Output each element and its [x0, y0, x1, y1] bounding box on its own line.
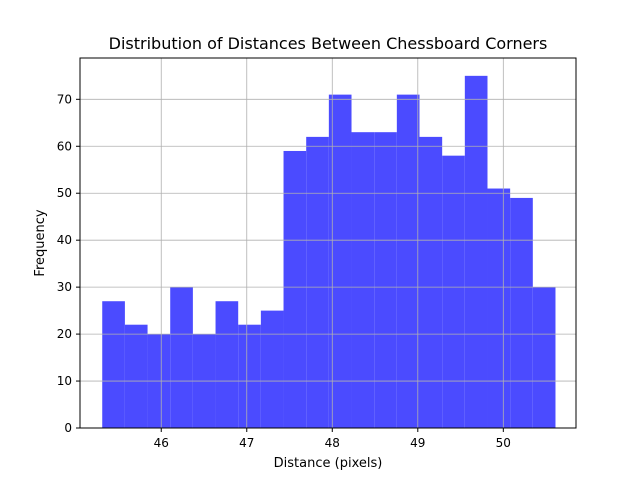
- y-tick-label: 40: [57, 233, 72, 247]
- x-tick-label: 46: [154, 436, 169, 450]
- y-tick-label: 0: [64, 421, 72, 435]
- histogram-bar: [419, 136, 443, 429]
- histogram-bar: [396, 94, 420, 429]
- y-tick-label: 50: [57, 186, 72, 200]
- histogram-bar: [374, 132, 397, 429]
- histogram-bar: [170, 287, 193, 428]
- chart-title: Distribution of Distances Between Chessb…: [109, 34, 548, 53]
- histogram-bar: [510, 197, 533, 428]
- histogram-bar: [464, 75, 488, 428]
- x-tick-label: 49: [410, 436, 425, 450]
- x-tick-label: 48: [325, 436, 340, 450]
- y-tick-label: 70: [57, 92, 72, 106]
- histogram-bar: [328, 94, 352, 429]
- y-tick-label: 10: [57, 374, 72, 388]
- histogram-bar: [102, 301, 125, 428]
- histogram-bar: [351, 132, 375, 429]
- histogram-bars: [102, 75, 556, 429]
- histogram-bar: [215, 301, 239, 428]
- y-axis-label: Frequency: [33, 209, 48, 276]
- histogram-bar: [238, 324, 261, 428]
- y-tick-label: 30: [57, 280, 72, 294]
- x-axis-label: Distance (pixels): [274, 456, 383, 471]
- histogram-bar: [487, 188, 511, 428]
- y-tick-label: 20: [57, 327, 72, 341]
- plot-frame: [79, 57, 577, 429]
- axis-ticks: 46 47 48 49 50 0 10 20 30 40 50 60 70: [57, 92, 511, 450]
- histogram-bar: [306, 136, 329, 429]
- histogram-bar: [532, 287, 556, 428]
- histogram-bar: [283, 150, 307, 428]
- x-tick-label: 50: [496, 436, 511, 450]
- x-tick-label: 47: [239, 436, 254, 450]
- y-tick-label: 60: [57, 139, 72, 153]
- histogram-bar: [124, 324, 148, 428]
- histogram-bar: [260, 310, 284, 428]
- histogram-bar: [442, 155, 465, 428]
